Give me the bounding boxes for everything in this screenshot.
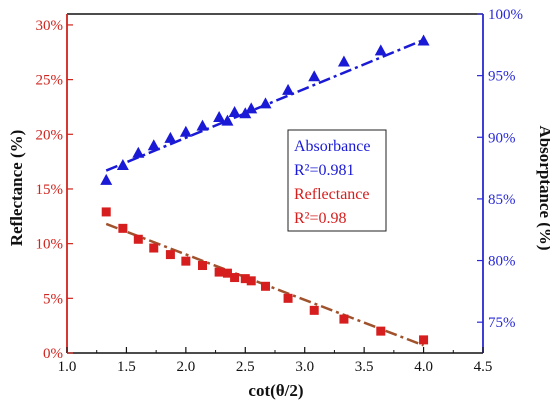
data-point-absorbance: [417, 34, 430, 46]
data-point-reflectance: [309, 305, 319, 315]
axes-layer: 1.0 1.5 2.0 2.5 3.0 3.5 4.0 4.5 0% 5% 10% 15% 20% 25%…: [36, 7, 524, 375]
x-tick-label: 1.5: [117, 359, 136, 375]
data-point-reflectance: [197, 261, 207, 271]
legend-absorbance-r2: R²=0.981: [294, 162, 355, 179]
y-right-tick-label: 75%: [488, 315, 516, 331]
data-point-reflectance: [419, 335, 429, 345]
x-tick-label: 3.5: [355, 359, 374, 375]
data-point-absorbance: [147, 139, 160, 151]
data-point-absorbance: [308, 70, 321, 82]
data-point-reflectance: [101, 207, 111, 217]
data-point-absorbance: [213, 110, 226, 122]
data-point-reflectance: [246, 276, 256, 286]
data-point-absorbance: [164, 131, 177, 143]
y-left-tick-label: 25%: [36, 73, 64, 89]
data-point-reflectance: [222, 268, 232, 278]
data-point-reflectance: [118, 223, 128, 233]
y-right-tick-label: 95%: [488, 69, 516, 85]
y-left-tick-label: 5%: [43, 291, 63, 307]
x-tick-label: 1.0: [58, 359, 77, 375]
data-point-reflectance: [230, 273, 240, 283]
x-tick-label: 2.0: [176, 359, 195, 375]
data-point-absorbance: [259, 97, 272, 109]
data-point-reflectance: [133, 234, 143, 244]
data-point-absorbance: [196, 119, 209, 131]
y-axis-left-title: Reflectance (%): [7, 130, 26, 247]
data-point-reflectance: [165, 250, 175, 260]
legend-absorbance-name: Absorbance: [294, 138, 370, 155]
data-point-reflectance: [339, 314, 349, 324]
data-point-absorbance: [282, 83, 295, 95]
data-point-absorbance: [239, 107, 252, 119]
data-point-absorbance: [132, 146, 145, 158]
data-point-absorbance: [245, 102, 258, 114]
data-point-absorbance: [116, 159, 129, 171]
y-right-tick-label: 90%: [488, 130, 516, 146]
y-left-tick-label: 15%: [36, 182, 64, 198]
x-tick-label: 4.0: [414, 359, 433, 375]
legend: Absorbance R²=0.981 Reflectance R²=0.98: [287, 129, 387, 232]
y-axis-right-title: Absorptance (%): [536, 125, 550, 250]
data-point-reflectance: [260, 281, 270, 291]
data-point-reflectance: [149, 243, 159, 253]
data-point-reflectance: [283, 293, 293, 303]
data-point-absorbance: [228, 106, 241, 118]
data-point-absorbance: [100, 173, 113, 185]
y-right-tick-label: 80%: [488, 254, 516, 270]
y-left-tick-label: 10%: [36, 237, 64, 253]
data-point-reflectance: [214, 267, 224, 277]
x-tick-label: 3.0: [295, 359, 314, 375]
x-axis-title: cot(θ/2): [248, 381, 303, 400]
data-point-absorbance: [337, 55, 350, 67]
y-left-tick-label: 0%: [43, 346, 63, 362]
legend-reflectance-name: Reflectance: [294, 186, 370, 203]
x-tick-label: 4.5: [474, 359, 493, 375]
legend-box: [287, 129, 387, 232]
data-point-reflectance: [181, 256, 191, 266]
data-point-absorbance: [374, 44, 387, 56]
data-point-reflectance: [240, 274, 250, 284]
y-left-tick-label: 20%: [36, 127, 64, 143]
markers-layer: [100, 34, 430, 345]
data-point-absorbance: [179, 125, 192, 137]
x-tick-label: 2.5: [236, 359, 255, 375]
data-point-reflectance: [376, 326, 386, 336]
data-point-absorbance: [221, 114, 234, 126]
y-right-tick-label: 100%: [488, 7, 523, 23]
legend-reflectance-r2: R²=0.98: [294, 210, 347, 227]
y-left-tick-label: 30%: [36, 18, 64, 34]
y-right-tick-label: 85%: [488, 192, 516, 208]
